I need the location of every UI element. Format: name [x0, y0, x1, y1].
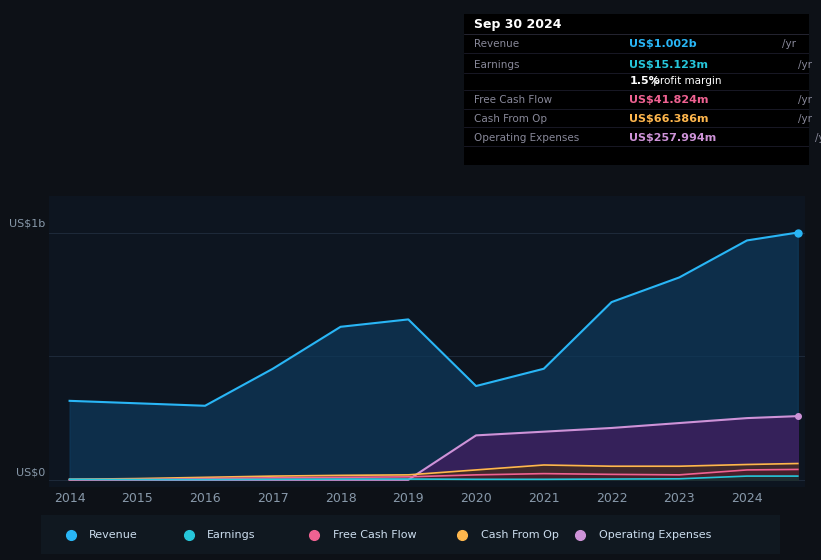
Text: /yr: /yr [798, 114, 812, 124]
Text: US$1.002b: US$1.002b [630, 39, 697, 49]
Text: Operating Expenses: Operating Expenses [475, 133, 580, 143]
Text: 1.5%: 1.5% [630, 76, 660, 86]
Text: Operating Expenses: Operating Expenses [599, 530, 711, 540]
Text: /yr: /yr [815, 133, 821, 143]
Text: US$15.123m: US$15.123m [630, 60, 709, 69]
Text: US$257.994m: US$257.994m [630, 133, 717, 143]
Text: profit margin: profit margin [650, 76, 722, 86]
Text: US$41.824m: US$41.824m [630, 95, 709, 105]
Text: US$66.386m: US$66.386m [630, 114, 709, 124]
Text: Free Cash Flow: Free Cash Flow [475, 95, 553, 105]
Text: US$1b: US$1b [9, 218, 45, 228]
Text: Cash From Op: Cash From Op [481, 530, 558, 540]
Text: /yr: /yr [782, 39, 796, 49]
Text: /yr: /yr [798, 95, 812, 105]
Text: Sep 30 2024: Sep 30 2024 [475, 18, 562, 31]
Text: /yr: /yr [798, 60, 812, 69]
Text: Revenue: Revenue [89, 530, 138, 540]
Text: Earnings: Earnings [475, 60, 520, 69]
Text: Revenue: Revenue [475, 39, 520, 49]
Text: US$0: US$0 [16, 468, 45, 477]
Text: Free Cash Flow: Free Cash Flow [333, 530, 416, 540]
Text: Cash From Op: Cash From Op [475, 114, 548, 124]
Text: Earnings: Earnings [208, 530, 256, 540]
